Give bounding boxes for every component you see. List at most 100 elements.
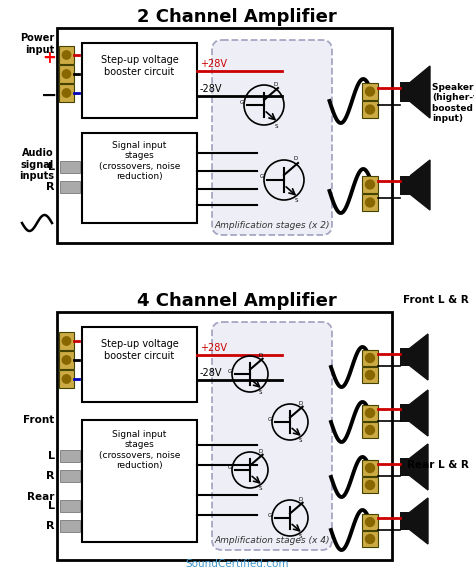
Text: S: S xyxy=(299,534,302,539)
Text: S: S xyxy=(294,198,298,204)
Bar xyxy=(362,350,378,366)
Text: G: G xyxy=(268,417,273,422)
Text: Rear: Rear xyxy=(27,492,54,502)
Bar xyxy=(60,470,80,482)
Circle shape xyxy=(62,70,71,78)
Bar xyxy=(60,181,80,193)
Text: L: L xyxy=(48,501,55,511)
Bar xyxy=(400,82,410,102)
Circle shape xyxy=(365,370,374,380)
Bar xyxy=(57,28,392,243)
Text: S: S xyxy=(259,391,263,395)
Text: 2 Channel Amplifier: 2 Channel Amplifier xyxy=(137,8,337,26)
Text: Front L & R: Front L & R xyxy=(403,295,469,305)
Text: 4 Channel Amplifier: 4 Channel Amplifier xyxy=(137,292,337,310)
Bar xyxy=(82,43,197,118)
Bar xyxy=(400,458,410,476)
Text: S: S xyxy=(299,439,302,443)
Polygon shape xyxy=(410,66,430,118)
Text: Step-up voltage
booster circuit: Step-up voltage booster circuit xyxy=(100,55,178,77)
Circle shape xyxy=(365,105,374,114)
Text: Audio
signal
inputs: Audio signal inputs xyxy=(19,148,54,181)
Text: Speaker outputs
(higher-voltage,
boosted from
input): Speaker outputs (higher-voltage, boosted… xyxy=(432,83,474,123)
Bar xyxy=(362,405,378,421)
Bar xyxy=(362,514,378,530)
Text: −: − xyxy=(41,85,57,104)
Text: -28V: -28V xyxy=(200,84,222,94)
Text: SoundCertified.com: SoundCertified.com xyxy=(185,559,289,569)
Bar xyxy=(59,370,74,388)
Polygon shape xyxy=(410,334,428,380)
Text: D: D xyxy=(299,400,303,406)
Text: S: S xyxy=(259,486,263,492)
Circle shape xyxy=(365,198,374,207)
Bar xyxy=(57,312,392,560)
Bar xyxy=(82,420,197,542)
Text: G: G xyxy=(268,513,273,518)
Bar xyxy=(362,194,378,211)
Polygon shape xyxy=(410,160,430,210)
Text: D: D xyxy=(259,448,263,454)
Circle shape xyxy=(365,463,374,473)
Text: Step-up voltage
booster circuit: Step-up voltage booster circuit xyxy=(100,339,178,361)
Text: +: + xyxy=(42,49,56,67)
Bar xyxy=(400,512,410,530)
Bar xyxy=(362,83,378,100)
Bar xyxy=(59,84,74,102)
Text: R: R xyxy=(46,182,55,192)
Text: Signal input
stages
(crossovers, noise
reduction): Signal input stages (crossovers, noise r… xyxy=(99,141,180,181)
Text: G: G xyxy=(228,465,232,470)
Circle shape xyxy=(365,534,374,544)
Bar xyxy=(400,175,410,194)
Polygon shape xyxy=(410,498,428,544)
Text: D: D xyxy=(299,497,303,501)
Bar xyxy=(362,367,378,383)
Bar xyxy=(362,422,378,438)
Bar xyxy=(59,65,74,83)
Text: Rear L & R: Rear L & R xyxy=(407,460,469,470)
Text: Amplification stages (x 2): Amplification stages (x 2) xyxy=(214,221,330,230)
Bar xyxy=(60,520,80,532)
Text: R: R xyxy=(46,471,55,481)
Bar xyxy=(82,133,197,223)
Text: +28V: +28V xyxy=(200,343,227,353)
Text: R: R xyxy=(46,521,55,531)
Bar xyxy=(59,332,74,350)
Bar xyxy=(59,351,74,369)
Text: S: S xyxy=(274,123,278,129)
Bar xyxy=(82,327,197,402)
Circle shape xyxy=(365,180,374,189)
Bar xyxy=(60,161,80,173)
Circle shape xyxy=(62,375,71,383)
Bar xyxy=(400,404,410,422)
Circle shape xyxy=(365,481,374,489)
Text: +28V: +28V xyxy=(200,59,227,69)
Circle shape xyxy=(365,354,374,362)
Text: D: D xyxy=(259,353,263,358)
Circle shape xyxy=(365,409,374,418)
Bar xyxy=(362,477,378,493)
Text: G: G xyxy=(240,99,244,104)
Text: Front: Front xyxy=(23,415,54,425)
Bar xyxy=(362,531,378,547)
Circle shape xyxy=(62,337,71,345)
Bar xyxy=(362,176,378,193)
Bar xyxy=(60,450,80,462)
Circle shape xyxy=(365,87,374,96)
FancyBboxPatch shape xyxy=(212,322,332,550)
Bar xyxy=(60,500,80,512)
Circle shape xyxy=(62,356,71,364)
Circle shape xyxy=(365,425,374,434)
Circle shape xyxy=(62,89,71,97)
Bar xyxy=(362,460,378,476)
Text: G: G xyxy=(260,174,264,179)
Polygon shape xyxy=(410,390,428,436)
Polygon shape xyxy=(410,444,428,490)
FancyBboxPatch shape xyxy=(212,40,332,235)
Circle shape xyxy=(62,51,71,59)
Bar xyxy=(400,349,410,366)
Text: -28V: -28V xyxy=(200,368,222,378)
Text: D: D xyxy=(274,81,278,87)
Text: Signal input
stages
(crossovers, noise
reduction): Signal input stages (crossovers, noise r… xyxy=(99,430,180,470)
Bar xyxy=(362,101,378,118)
